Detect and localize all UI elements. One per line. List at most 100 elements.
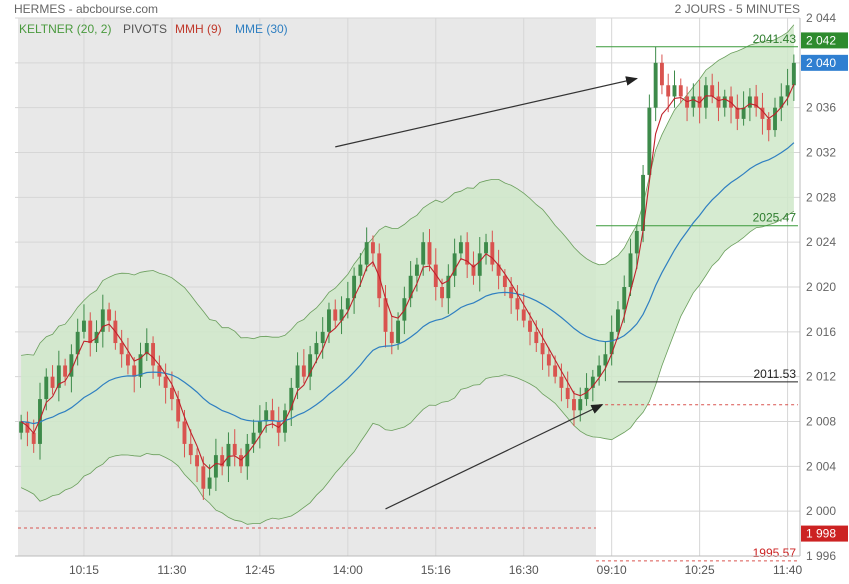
candle xyxy=(747,88,752,122)
candle-body xyxy=(119,343,124,355)
candle-body xyxy=(490,242,495,265)
x-tick-label: 10:15 xyxy=(69,563,99,577)
candle xyxy=(678,78,683,104)
candle-body xyxy=(364,242,369,265)
candle-body xyxy=(88,320,93,344)
candle xyxy=(565,371,570,409)
candle xyxy=(785,68,790,106)
candle-body xyxy=(502,275,507,287)
candle xyxy=(597,355,602,386)
x-tick-label: 15:16 xyxy=(421,563,451,577)
candle xyxy=(169,371,174,411)
candle xyxy=(540,328,545,370)
candle xyxy=(232,429,237,467)
candle-body xyxy=(716,96,721,108)
x-tick-label: 09:10 xyxy=(597,563,627,577)
candle xyxy=(710,73,715,104)
candle xyxy=(301,349,306,384)
candle-body xyxy=(207,477,212,489)
candle-body xyxy=(220,455,225,467)
candle-body xyxy=(572,399,576,411)
candle-body xyxy=(634,230,639,254)
y-tick-label: 2 004 xyxy=(806,459,836,473)
candle-body xyxy=(264,410,269,422)
candle xyxy=(314,331,319,364)
candle xyxy=(327,302,331,344)
annotation-arrow xyxy=(385,404,604,510)
candle-body xyxy=(132,365,137,377)
candle-body xyxy=(540,343,545,355)
candle xyxy=(195,448,199,483)
candle-body xyxy=(270,410,275,422)
candle xyxy=(257,405,262,449)
candle-body xyxy=(327,309,331,332)
candle xyxy=(760,92,765,135)
candle xyxy=(515,285,520,321)
candle-body xyxy=(358,264,363,276)
candle-body xyxy=(653,62,658,108)
price-badge-label: 2 042 xyxy=(806,33,836,47)
annotation-arrow xyxy=(335,76,638,148)
chart-period: 2 JOURS - 5 MINUTES xyxy=(675,2,800,16)
candle-body xyxy=(553,365,558,377)
candle-body xyxy=(622,287,627,310)
candle xyxy=(389,315,394,355)
candle-body xyxy=(44,376,49,400)
candle-body xyxy=(251,432,256,444)
candle xyxy=(25,411,30,447)
candle xyxy=(56,350,61,402)
mme-line xyxy=(21,142,795,425)
candle-body xyxy=(747,96,752,108)
candle xyxy=(125,337,130,375)
candle xyxy=(176,390,181,429)
candle-body xyxy=(678,85,683,97)
candle-body xyxy=(458,242,463,254)
price-badge xyxy=(801,32,848,49)
candle xyxy=(220,446,225,476)
candle xyxy=(82,304,86,339)
candle-body xyxy=(760,107,765,119)
candle xyxy=(270,398,275,429)
candle-body xyxy=(421,242,426,265)
candle xyxy=(31,419,36,453)
candle-body xyxy=(320,331,325,344)
candle-body xyxy=(565,387,570,400)
candle-body xyxy=(389,331,394,344)
candle xyxy=(572,390,576,426)
candle xyxy=(735,94,740,131)
y-tick-label: 2 024 xyxy=(806,235,836,249)
candle-body xyxy=(641,174,646,231)
candle xyxy=(628,238,633,296)
candle-body xyxy=(484,242,488,254)
x-tick-label: 10:25 xyxy=(685,563,715,577)
candle-body xyxy=(773,107,777,131)
candle-body xyxy=(301,365,306,377)
candle-body xyxy=(578,399,583,411)
candle xyxy=(144,328,149,361)
candle-body xyxy=(257,421,262,433)
candle-body xyxy=(452,253,457,276)
candle xyxy=(647,94,652,182)
candle-body xyxy=(25,421,30,433)
candle-body xyxy=(100,309,105,332)
candle-body xyxy=(741,107,746,119)
candle-body xyxy=(125,354,130,366)
candle xyxy=(528,312,532,346)
candle-body xyxy=(345,298,350,310)
x-tick-label: 11:40 xyxy=(773,563,802,577)
y-tick-label: 2 044 xyxy=(806,11,836,25)
candle xyxy=(213,438,218,491)
candle-body xyxy=(289,387,294,411)
candle xyxy=(452,238,457,287)
chart-title: HERMES - abcbourse.com xyxy=(14,2,158,16)
candle-body xyxy=(138,354,143,377)
candle-body xyxy=(50,376,55,388)
candle-body xyxy=(477,253,482,276)
candle xyxy=(358,253,363,287)
candle xyxy=(653,46,658,122)
candle-body xyxy=(213,455,218,478)
candle xyxy=(138,342,143,388)
x-tick-label: 12:45 xyxy=(245,563,275,577)
candle xyxy=(603,341,608,382)
